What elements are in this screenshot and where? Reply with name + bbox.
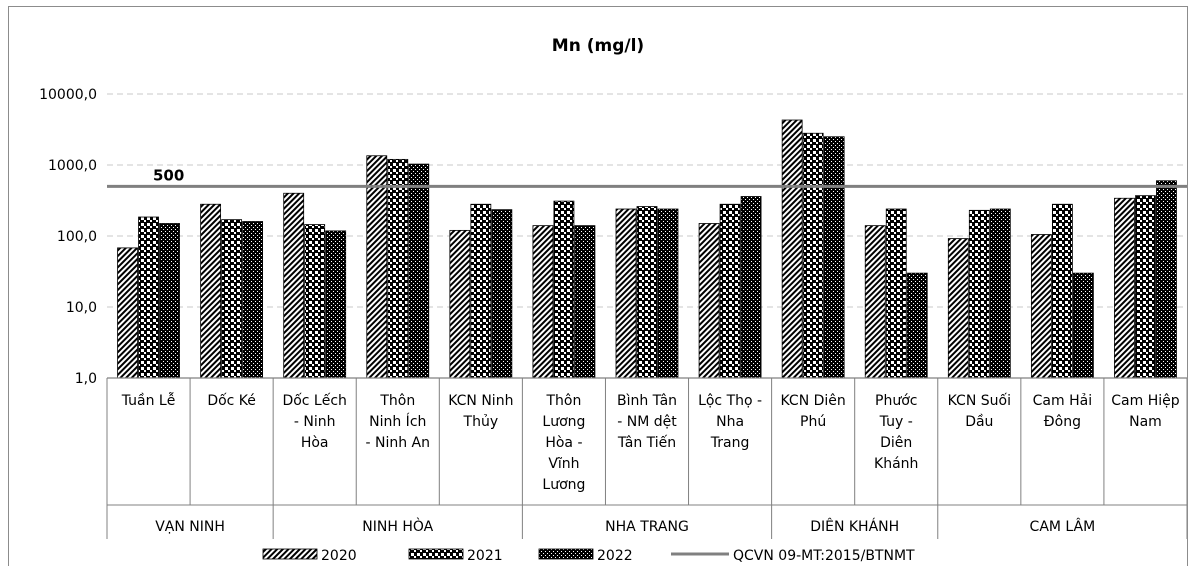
bar-2022 bbox=[574, 225, 596, 379]
bar-2021 bbox=[802, 132, 824, 379]
bar-2022 bbox=[159, 223, 180, 379]
x-category-label: Đông bbox=[1044, 414, 1081, 430]
x-category-label: Nha bbox=[716, 414, 744, 430]
legend-label: 2021 bbox=[467, 548, 503, 564]
bar-2022 bbox=[989, 208, 1011, 379]
x-category-label: Tân Tiến bbox=[617, 434, 676, 451]
x-category-label: Thôn bbox=[379, 393, 415, 409]
x-category-label: Cam Hải bbox=[1033, 393, 1092, 409]
bar-2021 bbox=[387, 158, 409, 379]
legend: 2020 2021 2022 QCVN 09-MT:2015/BTNMT bbox=[262, 548, 915, 564]
bar-2021 bbox=[470, 203, 492, 379]
bar-2022 bbox=[906, 272, 928, 379]
x-group-label: VẠN NINH bbox=[155, 519, 225, 535]
legend-label: 2022 bbox=[597, 548, 633, 564]
x-category-label: Phước bbox=[875, 393, 917, 409]
bar-2020 bbox=[1114, 197, 1135, 379]
x-category-label: Trang bbox=[710, 435, 750, 451]
legend-swatch-2021 bbox=[408, 548, 464, 560]
bar-2022 bbox=[325, 230, 347, 379]
y-tick-label: 10000,0 bbox=[39, 87, 97, 103]
bar-2021 bbox=[553, 200, 575, 379]
bar-2022 bbox=[740, 196, 762, 379]
x-category-label: Bình Tân bbox=[617, 393, 677, 409]
x-category-label: - NM dệt bbox=[617, 414, 677, 430]
y-tick-label: 10,0 bbox=[66, 300, 97, 316]
x-category-label: Dốc Ké bbox=[207, 392, 256, 409]
x-category-label: Dầu bbox=[965, 414, 993, 430]
bar-2022 bbox=[491, 209, 513, 379]
x-category-label: Cam Hiệp bbox=[1111, 393, 1179, 409]
bar-2021 bbox=[968, 209, 990, 379]
bar-2022 bbox=[1156, 180, 1177, 379]
x-category-label: Lộc Thọ - bbox=[698, 393, 762, 409]
x-category-label: KCN Ninh bbox=[448, 393, 513, 409]
bar-2021 bbox=[1135, 195, 1156, 379]
x-group-label: CAM LÂM bbox=[1030, 517, 1096, 535]
bar-2021 bbox=[719, 203, 741, 379]
x-category-label: Vĩnh bbox=[548, 456, 579, 472]
x-group-label: NHA TRANG bbox=[605, 519, 689, 535]
x-category-label: - Ninh bbox=[294, 414, 336, 430]
legend-swatch-2022 bbox=[538, 548, 594, 560]
x-category-label: Lương bbox=[542, 477, 585, 493]
bar-2022 bbox=[408, 163, 430, 379]
x-category-label: Khánh bbox=[874, 456, 918, 472]
legend-label: QCVN 09-MT:2015/BTNMT bbox=[733, 548, 915, 564]
bar-2021 bbox=[1051, 203, 1073, 379]
bar-2021 bbox=[221, 219, 243, 379]
bar-2020 bbox=[283, 192, 305, 379]
reference-line-label: 500 bbox=[153, 166, 184, 184]
bar-2021 bbox=[304, 224, 326, 379]
x-category-label: Thôn bbox=[545, 393, 581, 409]
x-category-label: Tuy - bbox=[879, 414, 913, 430]
chart-frame: Mn (mg/l) 1,0 10,0 100,0 1000,0 10000,0 500 … bbox=[8, 6, 1188, 566]
bar-2021 bbox=[636, 206, 658, 379]
chart-title: Mn (mg/l) bbox=[552, 36, 644, 56]
x-category-label: Hòa - bbox=[545, 435, 582, 451]
x-category-label: Nam bbox=[1129, 414, 1162, 430]
x-category-label: Ninh Ích bbox=[369, 413, 426, 430]
x-group-label: DIÊN KHÁNH bbox=[810, 517, 899, 535]
reference-line-group: 500 bbox=[107, 166, 1187, 188]
bar-2021 bbox=[138, 216, 159, 379]
bar-2020 bbox=[117, 247, 138, 379]
x-category-label: Dốc Lếch bbox=[282, 392, 346, 409]
x-category-label: Diên bbox=[880, 435, 912, 451]
x-axis: Tuần Lễ Dốc Ké Dốc Lếch - Ninh Hòa Thôn Ninh Í… bbox=[106, 377, 1188, 539]
bar-2020 bbox=[1030, 234, 1052, 379]
x-category-label: KCN Diên bbox=[781, 393, 846, 409]
bar-2022 bbox=[657, 208, 679, 379]
x-category-label: Hòa bbox=[301, 435, 329, 451]
legend-swatch-2020 bbox=[262, 548, 318, 560]
x-category-label: Phú bbox=[800, 414, 826, 430]
x-category-label: Thủy bbox=[463, 414, 499, 430]
bar-2020 bbox=[532, 225, 554, 379]
y-axis-ticks: 1,0 10,0 100,0 1000,0 10000,0 bbox=[39, 87, 97, 387]
x-category-label: KCN Suối bbox=[948, 392, 1011, 409]
bar-2020 bbox=[864, 225, 886, 379]
bar-2020 bbox=[615, 208, 637, 379]
bar-2020 bbox=[200, 203, 222, 379]
bar-2021 bbox=[885, 208, 907, 379]
bar-2022 bbox=[823, 136, 845, 379]
y-tick-label: 1000,0 bbox=[48, 158, 97, 174]
x-category-label: - Ninh An bbox=[366, 435, 431, 451]
bar-2020 bbox=[449, 229, 471, 379]
bar-2022 bbox=[242, 221, 264, 379]
y-tick-label: 1,0 bbox=[75, 371, 97, 387]
bar-2020 bbox=[781, 119, 803, 379]
bar-2020 bbox=[698, 223, 720, 379]
bar-2020 bbox=[947, 238, 969, 379]
bar-2020 bbox=[366, 155, 388, 379]
y-tick-label: 100,0 bbox=[57, 229, 97, 245]
x-category-label: Tuần Lễ bbox=[121, 392, 176, 409]
bars bbox=[117, 119, 1177, 379]
x-group-label: NINH HÒA bbox=[362, 517, 433, 535]
x-category-label: Lương bbox=[542, 414, 585, 430]
bar-2022 bbox=[1072, 272, 1094, 379]
legend-label: 2020 bbox=[321, 548, 357, 564]
